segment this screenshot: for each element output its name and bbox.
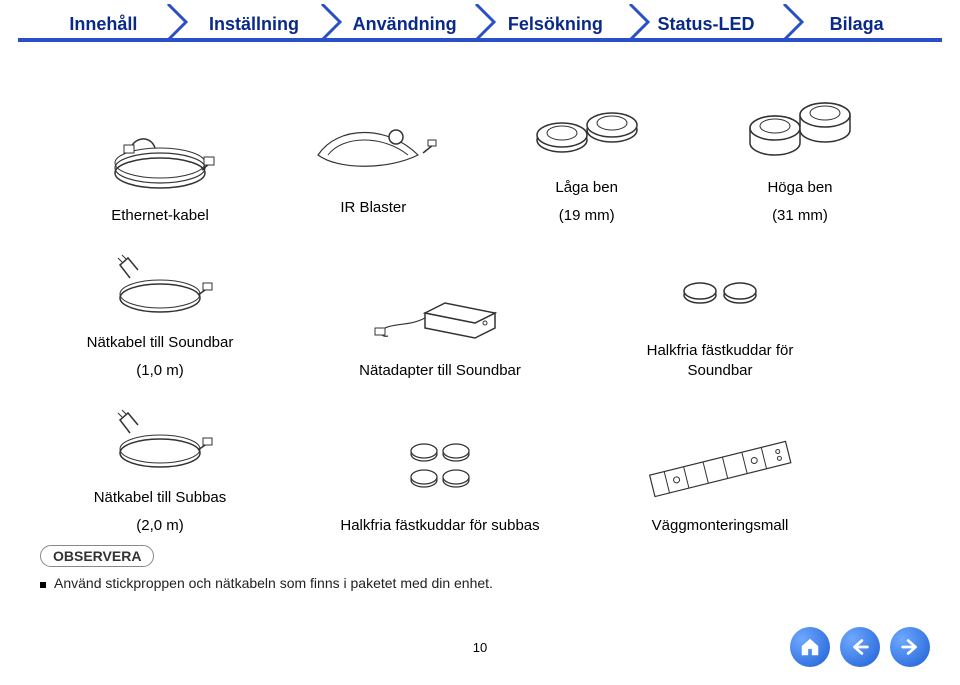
power-cable-icon [60, 400, 260, 480]
items-row-2: Nätkabel till Soundbar (1,0 m) Nätadapte… [60, 245, 900, 380]
item-sublabel: (31 mm) [700, 206, 900, 226]
item-label: Låga ben [487, 178, 687, 198]
item-ir-blaster: IR Blaster [273, 110, 473, 226]
adapter-icon [340, 273, 540, 353]
tab-separators [18, 4, 942, 42]
items-row-1: Ethernet-kabel IR Blaster [60, 90, 900, 225]
observe-block: OBSERVERA Använd stickproppen och nätkab… [40, 545, 493, 591]
item-label: Ethernet-kabel [60, 206, 260, 226]
item-label: Halkfria fästkuddar för subbas [340, 516, 540, 536]
item-label: Väggmonteringsmall [620, 516, 820, 536]
item-high-feet: Höga ben (31 mm) [700, 90, 900, 225]
item-label: IR Blaster [273, 198, 473, 218]
ethernet-cable-icon [60, 118, 260, 198]
item-label: Nätkabel till Subbas [60, 488, 260, 508]
high-feet-icon [700, 90, 900, 170]
pads-2-icon [620, 253, 820, 333]
arrow-left-icon [849, 636, 871, 658]
item-label: Höga ben [700, 178, 900, 198]
ir-blaster-icon [273, 110, 473, 190]
wall-template-icon [620, 428, 820, 508]
item-power-cable-soundbar: Nätkabel till Soundbar (1,0 m) [60, 245, 260, 380]
next-button[interactable] [890, 627, 930, 667]
item-sublabel: (19 mm) [487, 206, 687, 226]
item-label: Halkfria fästkuddar för Soundbar [620, 341, 820, 380]
low-feet-icon [487, 90, 687, 170]
footer-buttons [790, 627, 930, 667]
observe-text: Använd stickproppen och nätkabeln som fi… [54, 575, 493, 591]
item-sublabel: (2,0 m) [60, 516, 260, 536]
item-label: Nätadapter till Soundbar [340, 361, 540, 381]
prev-button[interactable] [840, 627, 880, 667]
item-ethernet-cable: Ethernet-kabel [60, 118, 260, 226]
item-label: Nätkabel till Soundbar [60, 333, 260, 353]
home-button[interactable] [790, 627, 830, 667]
item-low-feet: Låga ben (19 mm) [487, 90, 687, 225]
observe-heading: OBSERVERA [40, 545, 154, 567]
items-row-3: Nätkabel till Subbas (2,0 m) [60, 400, 900, 535]
item-sublabel: (1,0 m) [60, 361, 260, 381]
item-pads-soundbar: Halkfria fästkuddar för Soundbar [620, 253, 820, 380]
home-icon [799, 636, 821, 658]
item-pads-subbas: Halkfria fästkuddar för subbas [340, 428, 540, 536]
arrow-right-icon [899, 636, 921, 658]
item-adapter: Nätadapter till Soundbar [340, 273, 540, 381]
item-power-cable-subbas: Nätkabel till Subbas (2,0 m) [60, 400, 260, 535]
pads-4-icon [340, 428, 540, 508]
power-cable-icon [60, 245, 260, 325]
item-wall-template: Väggmonteringsmall [620, 428, 820, 536]
